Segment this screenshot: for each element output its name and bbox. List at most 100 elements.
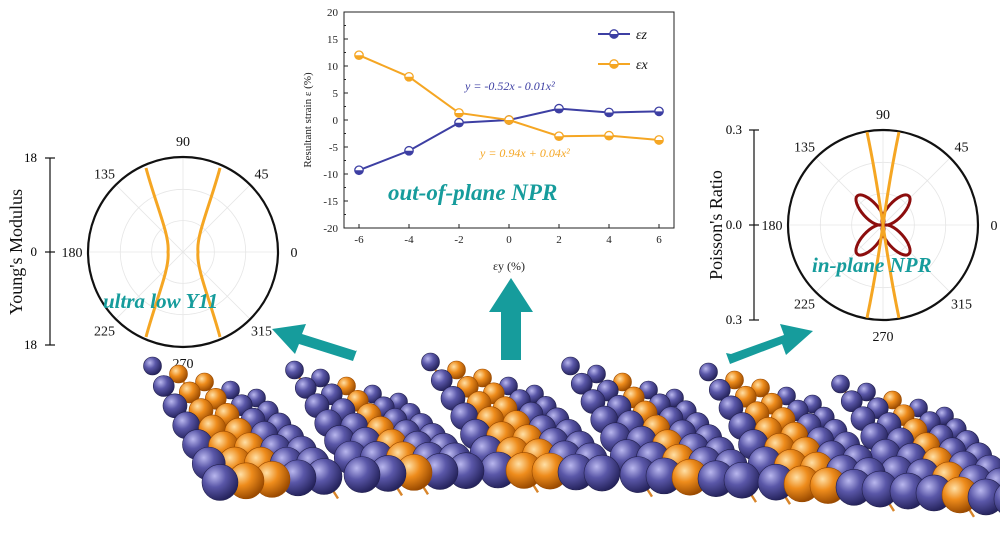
purple-atom <box>723 461 761 499</box>
polar-ylabel: Young's Modulus <box>6 189 26 315</box>
arrow-up <box>489 278 533 360</box>
angle-label: 225 <box>794 297 815 312</box>
y-axis-ticks: -20 -15 -10 -5 0 5 10 15 20 <box>323 7 348 235</box>
data-point <box>504 115 514 125</box>
atomic-lattice <box>143 352 1000 518</box>
data-point <box>454 108 464 118</box>
data-point <box>404 71 414 82</box>
purple-atom <box>561 356 580 376</box>
data-point <box>554 131 564 142</box>
modulus-curve-right <box>196 167 222 338</box>
arrow-left <box>272 324 357 361</box>
data-point <box>354 50 364 61</box>
orange-atom <box>195 372 214 392</box>
x-tick-label: 4 <box>606 234 612 246</box>
x-tick-label: 6 <box>656 234 662 246</box>
data-point <box>654 106 664 117</box>
angle-label: 270 <box>873 330 894 345</box>
polar-frame <box>86 155 280 349</box>
purple-atom <box>993 485 1000 513</box>
radial-tick-label-top: 0.3 <box>726 122 742 137</box>
purple-atom <box>294 377 317 399</box>
radial-tick-label-top: 18 <box>24 150 37 165</box>
y-tick-label: -10 <box>323 169 338 181</box>
grid-spoke <box>115 184 251 320</box>
chart-caption: out-of-plane NPR <box>388 180 557 205</box>
angle-label: 45 <box>954 141 968 156</box>
orange-atom <box>178 381 201 404</box>
polar-caption: in-plane NPR <box>812 253 932 277</box>
x-tick-label: -4 <box>404 234 414 246</box>
angle-label: 45 <box>254 168 268 183</box>
y-tick-label: 10 <box>327 61 339 73</box>
radial-tick-label-mid: 0.0 <box>726 217 742 232</box>
angle-label: 0 <box>291 246 298 261</box>
purple-atom <box>840 390 863 412</box>
radial-tick-label-mid: 0 <box>31 244 38 259</box>
polar-frame <box>786 128 980 322</box>
data-point <box>354 165 364 176</box>
data-point <box>654 135 664 145</box>
series-group <box>354 50 664 176</box>
poisson-curve-right <box>881 131 901 319</box>
fit-equation-z: y = -0.52x - 0.01x² <box>464 79 555 93</box>
y-tick-label: -5 <box>329 142 339 154</box>
data-point <box>604 107 614 118</box>
y-tick-label: 5 <box>333 88 339 100</box>
y-tick-label: 0 <box>333 115 339 127</box>
purple-atom <box>583 454 621 492</box>
polar-grid <box>88 157 278 347</box>
y-axis-label: Resultant strain ε (%) <box>302 72 314 168</box>
arrows <box>272 278 813 364</box>
arrow-right <box>726 324 813 364</box>
purple-atom <box>570 372 593 395</box>
y-tick-label: 20 <box>327 7 339 19</box>
legend: εz εx <box>598 28 649 73</box>
lattice-atoms <box>143 352 1000 516</box>
orange-atom <box>725 370 744 390</box>
x-tick-label: -6 <box>354 234 364 246</box>
y-tick-label: 15 <box>327 34 339 46</box>
angle-label: 180 <box>62 246 83 261</box>
x-tick-label: -2 <box>454 234 463 246</box>
polar-caption: ultra low Y11 <box>103 289 218 313</box>
data-point <box>554 103 564 114</box>
purple-atom <box>143 356 162 376</box>
orange-atom <box>447 360 466 380</box>
angle-label: 135 <box>94 168 115 183</box>
angle-label: 225 <box>94 324 115 339</box>
y-tick-label: -15 <box>323 196 338 208</box>
fit-equation-x: y = 0.94x + 0.04x² <box>479 146 570 160</box>
angle-label: 0 <box>991 219 998 234</box>
legend-label: εz <box>636 28 648 43</box>
angle-label: 90 <box>876 108 890 123</box>
angle-label: 90 <box>176 135 190 150</box>
legend-label: εx <box>636 58 649 73</box>
angle-label: 315 <box>951 297 972 312</box>
purple-atom <box>285 360 304 380</box>
data-point <box>454 117 464 128</box>
purple-atom <box>831 374 850 394</box>
radial-tick-label-bottom: 18 <box>24 337 37 352</box>
y-tick-label: -20 <box>323 223 338 235</box>
angle-label: 315 <box>251 324 272 339</box>
x-tick-label: 0 <box>506 234 512 246</box>
modulus-curve-left <box>144 167 170 338</box>
angle-label: 180 <box>762 219 783 234</box>
x-axis-ticks: -6 -4 -2 0 2 4 6 <box>354 224 662 246</box>
polar-ylabel: Poisson's Ratio <box>706 170 726 280</box>
youngs-modulus-polar: 18 0 18 Young's Modulus 9045031527022518… <box>6 135 298 372</box>
x-axis-label: εy (%) <box>493 259 525 273</box>
purple-atom <box>311 368 330 388</box>
angle-labels: 90 45 0 315 270 225 180 135 <box>762 108 998 345</box>
poissons-ratio-polar: 0.3 0.0 0.3 Poisson's Ratio 90 45 0 315 270 2… <box>706 108 998 345</box>
purple-atom <box>430 369 453 392</box>
purple-atom <box>857 382 876 402</box>
purple-atom <box>152 375 175 397</box>
data-point <box>604 130 614 141</box>
angle-label: 135 <box>794 141 815 156</box>
purple-atom <box>343 456 381 493</box>
